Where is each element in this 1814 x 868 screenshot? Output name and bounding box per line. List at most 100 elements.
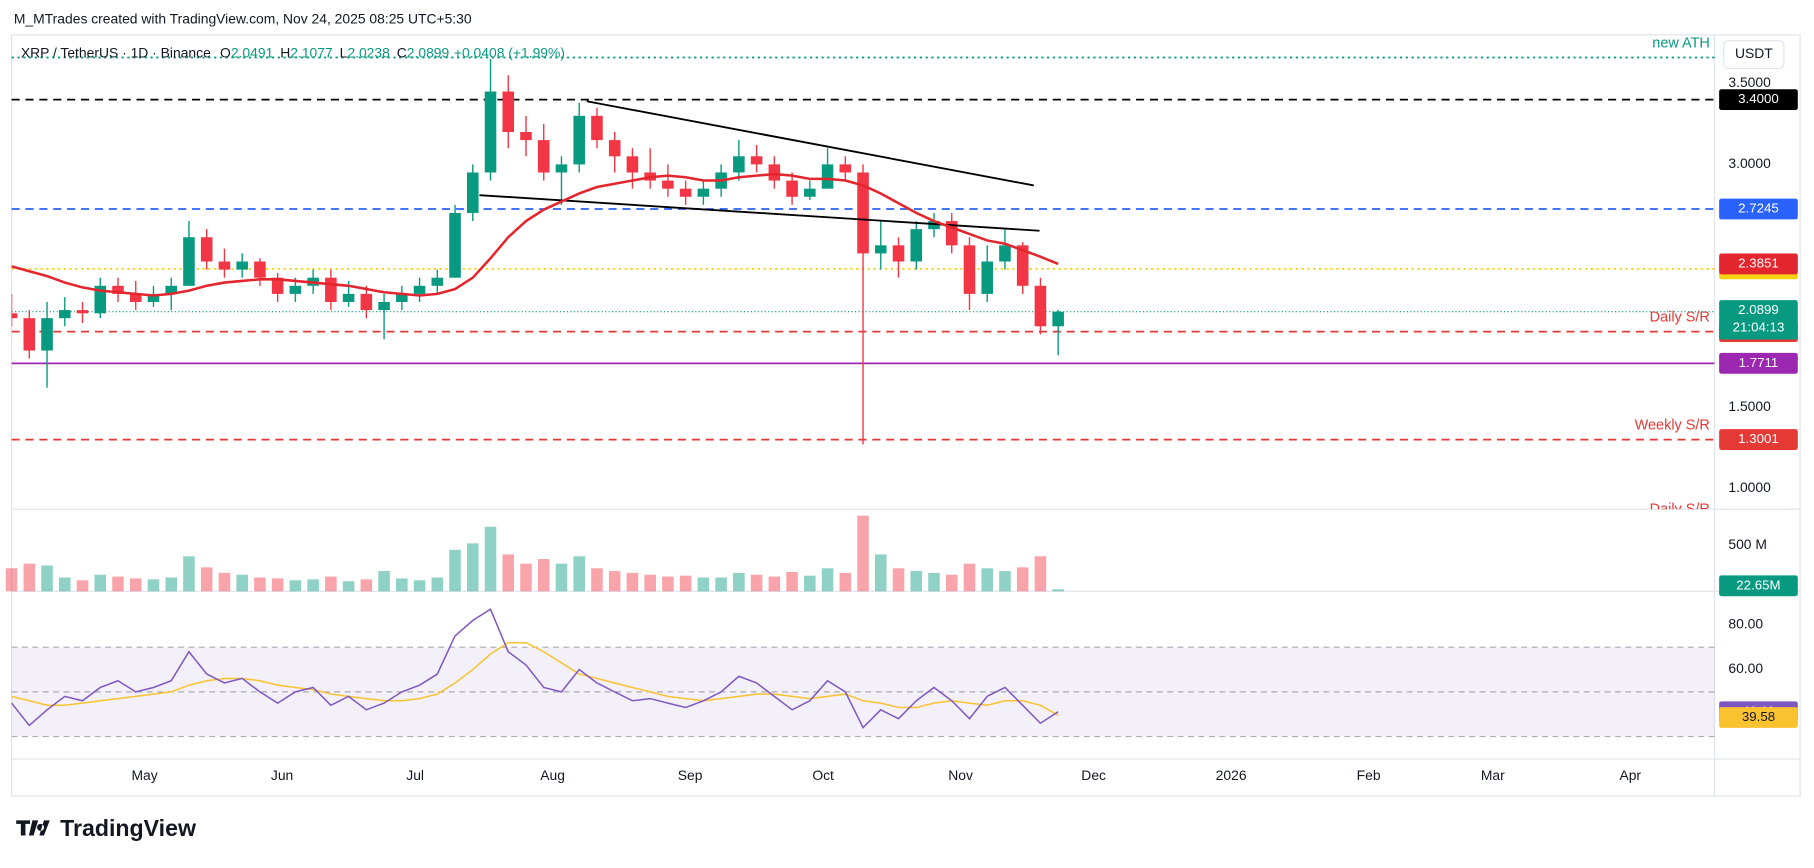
currency[interactable]: USDT <box>1735 45 1773 61</box>
volume-bar <box>41 565 53 592</box>
candle-body <box>821 164 834 189</box>
currency-button[interactable] <box>1723 40 1785 70</box>
candle-body <box>325 277 337 302</box>
candle-body <box>449 212 461 278</box>
candle-body <box>431 277 444 286</box>
plot: new ATH Daily S/R Weekly S/R Daily S/R May Ju… <box>5 35 1798 783</box>
ohlc-value: 2.0899 <box>407 44 450 60</box>
volume-bar <box>147 579 160 592</box>
candle-body <box>1016 245 1029 286</box>
rsi-tick-label: 60.00 <box>1728 660 1763 676</box>
volume-bar <box>23 563 36 592</box>
ohlc-label: C <box>397 44 407 60</box>
trendline <box>586 100 1034 187</box>
x-tick-label: Jul <box>406 767 424 783</box>
x-tick-label: Nov <box>948 767 973 783</box>
ma-tag: 2.3851 <box>1738 255 1779 270</box>
volume-bar <box>573 556 585 592</box>
volume-bar <box>786 571 798 592</box>
x-tick-label: Mar <box>1481 767 1505 783</box>
rsi-tick-label: 80.00 <box>1728 616 1763 632</box>
candle-body <box>857 172 869 254</box>
candle-body <box>129 293 142 302</box>
candle-body <box>626 156 639 173</box>
price-tag: 2.0899 <box>1738 302 1779 317</box>
volume-bar <box>768 576 781 592</box>
candle-body <box>342 293 355 302</box>
rsi-ma-line <box>11 641 1059 716</box>
y-tick-label: 3.5000 <box>1728 74 1771 90</box>
x-tick-label: Dec <box>1081 767 1106 783</box>
candle-body <box>662 180 674 189</box>
volume-bar <box>715 577 727 592</box>
candle-body <box>360 293 373 311</box>
level-tag-bg <box>1719 89 1798 111</box>
volume-bar <box>733 572 745 592</box>
level-tag-bg <box>1719 198 1798 220</box>
volume-bar <box>5 568 18 592</box>
symbol-legend: XRP / TetherUS · 1D · Binance O2.0491 H2.1… <box>21 44 565 60</box>
volume-bar <box>928 572 940 592</box>
volume-bar <box>165 577 178 592</box>
volume-bar <box>325 576 337 592</box>
candle-body <box>697 188 710 197</box>
candle-body <box>23 318 36 351</box>
candle-body <box>183 237 195 286</box>
level-tag: 3.4000 <box>1738 91 1779 106</box>
ohlc-label: H <box>280 44 290 60</box>
level-note: Daily S/R <box>1650 310 1710 326</box>
candle-body <box>786 180 798 197</box>
volume-bar <box>537 559 550 592</box>
volume-bar <box>360 579 373 592</box>
volume-bar <box>271 578 284 592</box>
volume-bar <box>626 572 639 592</box>
attribution: M_MTrades created with TradingView.com, … <box>14 11 472 27</box>
candle-body <box>502 91 515 133</box>
volume-bar <box>804 575 816 592</box>
volume-bar <box>981 568 993 592</box>
x-tick-label: May <box>132 767 158 783</box>
level-tag: 1.3001 <box>1738 431 1779 446</box>
volume-bar <box>484 526 497 592</box>
candle-body <box>591 115 603 141</box>
candle-body <box>1034 285 1047 327</box>
volume-bar <box>502 554 515 592</box>
volume-tag: 22.65M <box>1736 577 1780 592</box>
candle-body <box>94 285 107 314</box>
volume-bar <box>129 578 142 592</box>
level-note: Weekly S/R <box>1635 418 1710 434</box>
volume-bar <box>112 576 124 592</box>
volume-bar <box>892 568 905 592</box>
candle-body <box>484 91 497 173</box>
ohlc-value: 2.0491 <box>231 44 274 60</box>
candle-body <box>537 140 550 173</box>
volume-bar <box>218 572 231 592</box>
level-tag: 1.7711 <box>1739 355 1779 370</box>
candle-body <box>413 285 426 294</box>
volume-bar <box>697 577 710 592</box>
volume-bar <box>307 579 319 592</box>
volume-bar <box>59 577 71 592</box>
volume-bar <box>431 577 444 592</box>
volume-bar <box>200 567 213 592</box>
candle-body <box>768 164 781 181</box>
volume-bar <box>342 581 355 592</box>
y-tick-label: 1.5000 <box>1728 398 1771 414</box>
volume-bar <box>945 574 958 592</box>
level-note: Daily S/R <box>1650 502 1710 518</box>
volume-bar <box>999 571 1011 592</box>
volume-bar <box>449 549 461 592</box>
volume-bar <box>1034 556 1047 592</box>
volume-bar <box>466 543 479 592</box>
change: +0.0408 (+1.99%) <box>454 44 565 60</box>
volume-bar <box>750 574 763 592</box>
candle-body <box>218 261 231 270</box>
ohlc-value: 2.0238 <box>347 44 390 60</box>
volume-bar <box>662 576 674 592</box>
ma-line <box>11 172 1059 297</box>
volume-bar <box>591 568 603 592</box>
rsi-ma-tag: 39.58 <box>1742 709 1775 724</box>
volume-bar <box>413 580 426 592</box>
